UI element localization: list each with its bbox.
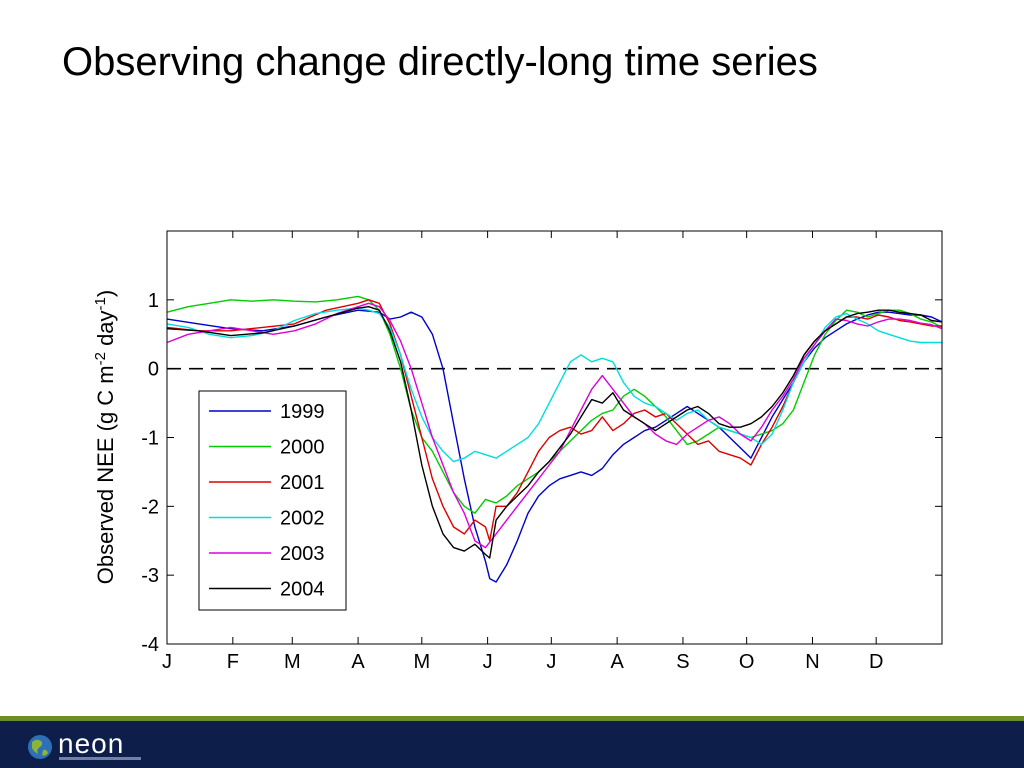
neon-logo-text: neon xyxy=(58,728,125,759)
legend-label-1999: 1999 xyxy=(280,401,325,423)
series-line-1999 xyxy=(166,309,943,583)
x-tick-label: D xyxy=(869,651,883,673)
legend-label-2004: 2004 xyxy=(280,579,325,601)
x-tick-label: O xyxy=(739,651,755,673)
nee-chart: -4 -3 -2 -1 0 1 J F M A M J J A S O N D Observed NEE (g C… xyxy=(92,230,943,673)
plot-frame xyxy=(166,230,943,645)
legend-label-2000: 2000 xyxy=(280,437,325,459)
y-tick-label: 0 xyxy=(148,359,159,381)
x-tick-label: J xyxy=(483,651,493,673)
y-tick-label: -2 xyxy=(141,496,159,518)
y-axis-label: Observed NEE (g C m-2 day-1) xyxy=(92,290,118,584)
x-tick-label: A xyxy=(610,651,624,673)
series-line-2004 xyxy=(166,306,943,559)
legend: 1999 2000 2001 2002 2003 2004 xyxy=(198,390,347,611)
series-line-2000 xyxy=(166,295,943,514)
y-tick-label: -1 xyxy=(141,428,159,450)
x-tick-label: J xyxy=(162,651,172,673)
neon-globe-icon xyxy=(28,735,52,759)
x-tick-label: S xyxy=(676,651,689,673)
legend-label-2001: 2001 xyxy=(280,472,325,494)
legend-label-2002: 2002 xyxy=(280,508,325,530)
y-tick-label: -3 xyxy=(141,565,159,587)
footer-stripe xyxy=(0,716,1024,721)
series-line-2003 xyxy=(166,302,943,549)
x-tick-label: A xyxy=(351,651,365,673)
legend-label-2003: 2003 xyxy=(280,543,325,565)
slide-title: Observing change directly-long time seri… xyxy=(62,40,818,84)
neon-logo-subtitle-mark xyxy=(59,757,141,760)
legend-box xyxy=(198,390,347,611)
x-tick-label: F xyxy=(227,651,239,673)
footer-bar xyxy=(0,716,1024,768)
x-tick-label: N xyxy=(805,651,819,673)
y-tick-label: -4 xyxy=(141,634,159,656)
y-tick-label: 1 xyxy=(148,290,159,312)
x-tick-label: J xyxy=(546,651,556,673)
x-tick-label: M xyxy=(413,651,430,673)
x-tick-label: M xyxy=(284,651,301,673)
series-line-2002 xyxy=(166,307,942,463)
